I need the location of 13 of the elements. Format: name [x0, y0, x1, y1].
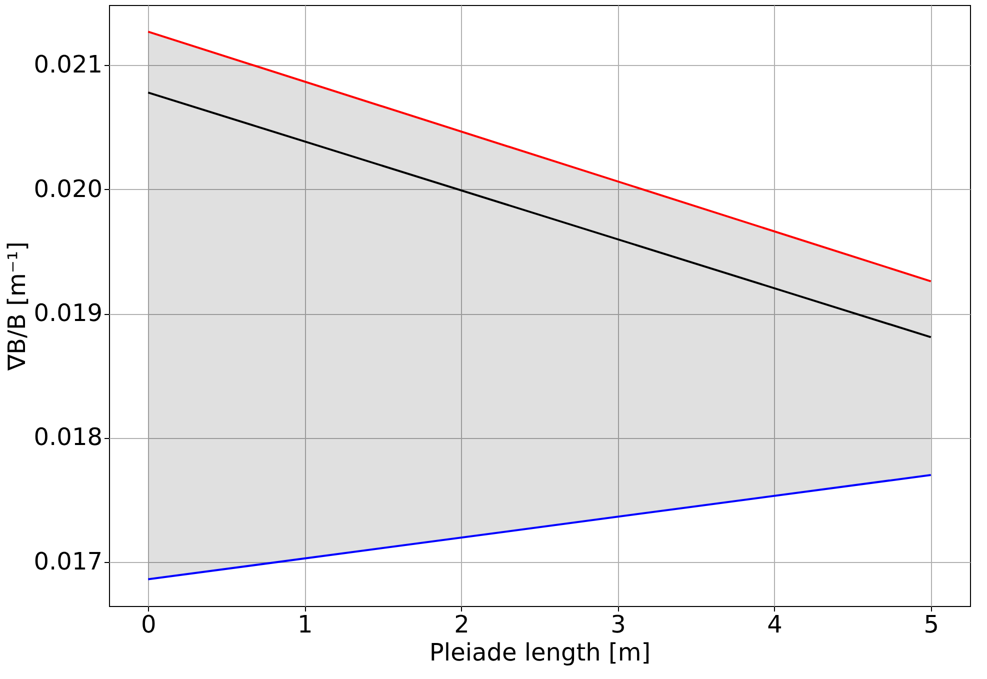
y-tick-label: 0.018 — [34, 423, 102, 452]
x-tick-label: 2 — [454, 610, 470, 638]
x-axis-title: Pleiade length [m] — [429, 638, 651, 666]
y-axis-title: ∇B/B [m⁻¹] — [2, 241, 31, 372]
x-tick-label: 1 — [298, 610, 313, 638]
x-tick-label: 5 — [924, 610, 940, 638]
y-tick-label: 0.020 — [34, 174, 102, 203]
x-tick-label: 0 — [140, 610, 156, 638]
x-tick-label: 4 — [767, 610, 782, 638]
y-tick-label: 0.021 — [34, 50, 102, 79]
y-tick-label: 0.017 — [34, 547, 102, 576]
y-tick-label: 0.019 — [34, 299, 102, 328]
x-tick-label: 3 — [610, 610, 626, 638]
